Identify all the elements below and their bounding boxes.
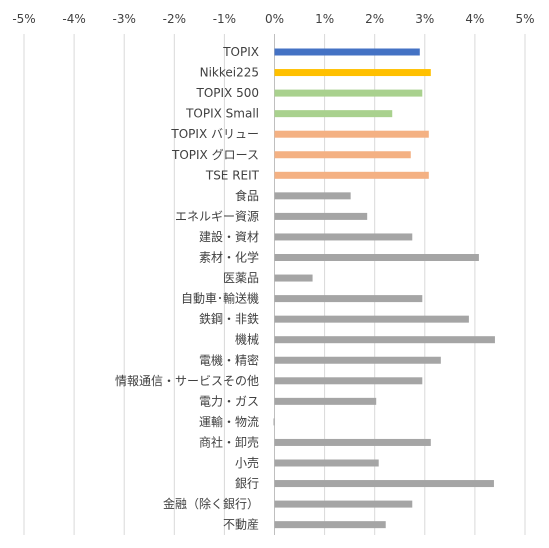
category-label: TOPIX グロース [171, 148, 259, 162]
category-label: 不動産 [223, 517, 259, 532]
x-tick-label: 4% [465, 12, 484, 26]
bar [274, 110, 393, 118]
category-label: 素材・化学 [199, 250, 259, 265]
category-label: 機械 [235, 332, 259, 347]
bar [274, 480, 494, 488]
x-tick-label: 0% [265, 12, 284, 26]
category-label: 小売 [235, 455, 259, 470]
bar [274, 295, 423, 303]
bar [274, 336, 495, 344]
x-tick-label: 1% [315, 12, 334, 26]
category-label: 医薬品 [223, 271, 259, 285]
bar [274, 69, 431, 77]
bar [273, 418, 275, 426]
category-label: 自動車･輸送機 [181, 291, 259, 306]
bar [274, 171, 429, 179]
bar [274, 397, 377, 405]
category-labels: TOPIX Nikkei225 TOPIX 500 TOPIX Small TOPIX … [115, 45, 260, 532]
x-tick-label: -5% [12, 12, 35, 26]
bar [274, 89, 423, 97]
category-label: TOPIX [222, 45, 259, 59]
category-label: 電機・精密 [199, 352, 259, 367]
bar [274, 459, 379, 467]
bar [274, 274, 313, 282]
gridlines [23, 34, 526, 535]
bar [274, 315, 469, 323]
category-label: 商社・卸売 [199, 434, 259, 449]
x-axis-ticks: -5% -4% -3% -2% -1% 0% 1% 2% 3% 4% 5% [12, 12, 534, 26]
bar [274, 500, 413, 508]
category-label: TOPIX 500 [196, 86, 260, 100]
bar [274, 212, 368, 220]
category-label: Nikkei225 [200, 66, 259, 80]
x-tick-label: 3% [415, 12, 434, 26]
bar [274, 377, 423, 385]
category-label: 金融（除く銀行） [163, 496, 259, 511]
x-tick-label: -2% [163, 12, 186, 26]
bar [274, 48, 420, 56]
bar [274, 130, 429, 138]
category-label: TOPIX バリュー [170, 127, 259, 141]
bar [274, 521, 386, 529]
bar [274, 254, 479, 261]
category-label: エネルギー資源 [175, 209, 259, 223]
category-label: 情報通信・サービスその他 [115, 374, 259, 388]
x-tick-label: -3% [113, 12, 136, 26]
bar [274, 192, 351, 200]
category-label: 食品 [235, 188, 259, 203]
bar [274, 356, 441, 364]
category-label: TSE REIT [205, 168, 260, 182]
bar [274, 151, 411, 159]
bar [274, 438, 431, 446]
x-tick-label: -1% [213, 12, 236, 26]
category-label: 運輸・物流 [199, 414, 259, 429]
category-label: 建設・資材 [199, 229, 259, 244]
x-tick-label: 5% [515, 12, 534, 26]
category-label: TOPIX Small [185, 107, 259, 121]
category-label: 電力・ガス [199, 394, 259, 408]
category-label: 銀行 [235, 477, 259, 491]
bars [273, 48, 495, 529]
bar [274, 233, 413, 241]
category-label: 鉄鋼・非鉄 [199, 311, 259, 326]
x-tick-label: -4% [62, 12, 85, 26]
x-tick-label: 2% [365, 12, 384, 26]
